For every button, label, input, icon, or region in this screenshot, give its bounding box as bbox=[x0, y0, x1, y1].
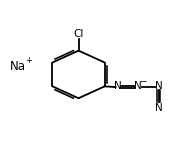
Text: N: N bbox=[114, 81, 122, 91]
Text: +: + bbox=[25, 56, 32, 65]
Text: N: N bbox=[155, 103, 163, 113]
Text: N: N bbox=[134, 81, 142, 91]
Text: Cl: Cl bbox=[73, 29, 84, 39]
Text: −: − bbox=[139, 76, 146, 85]
Text: Na: Na bbox=[10, 60, 26, 73]
Text: N: N bbox=[155, 81, 163, 91]
